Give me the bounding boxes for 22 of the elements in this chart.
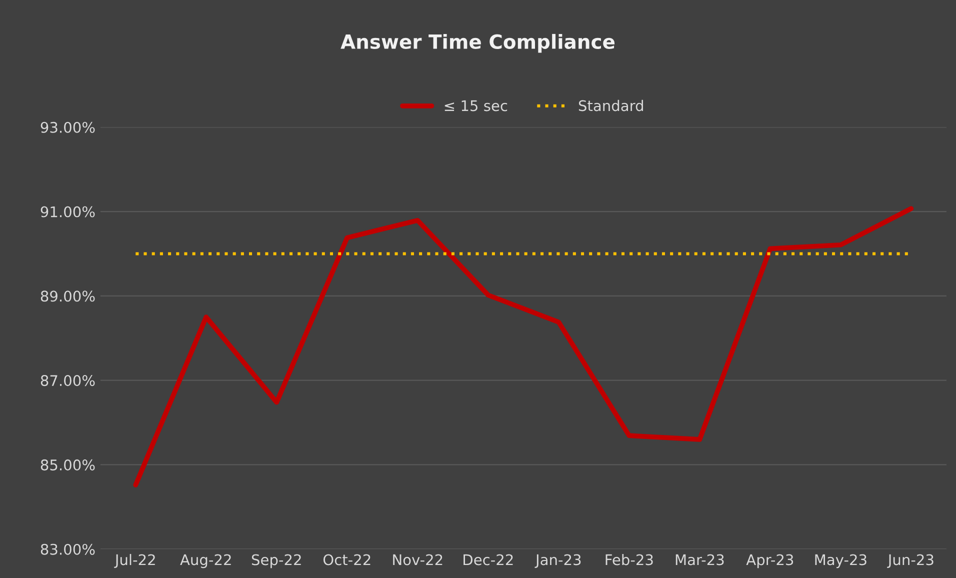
x-tick-label: Dec-22 <box>464 554 513 566</box>
x-tick-label: Jan-23 <box>534 554 581 568</box>
legend-label: Standard <box>578 100 643 112</box>
x-tick-label: Apr-23 <box>746 554 794 568</box>
line-series <box>133 206 914 488</box>
x-tick-label: Feb-23 <box>606 554 653 566</box>
y-tick-label: 93.00% <box>40 122 95 133</box>
x-tick-label: Nov-22 <box>393 554 442 566</box>
y-tick-label: 91.00% <box>40 206 95 218</box>
x-tick-label: Jun-23 <box>887 554 934 568</box>
x-tick-label: Sep-22 <box>252 554 301 568</box>
x-tick-label: Jul-22 <box>114 554 155 568</box>
y-tick-label: 89.00% <box>40 290 95 302</box>
y-tick-label: 87.00% <box>40 375 95 386</box>
chart-title: Answer Time Compliance <box>340 34 615 53</box>
y-tick-label: 85.00% <box>40 459 95 470</box>
x-tick-label: Mar-23 <box>676 554 724 566</box>
y-tick-label: 83.00% <box>40 544 95 555</box>
x-tick-label: May-23 <box>815 554 866 568</box>
legend-label: ≤ 15 sec <box>444 100 508 112</box>
x-tick-label: Oct-22 <box>323 554 370 566</box>
x-tick-label: Aug-22 <box>180 554 231 568</box>
